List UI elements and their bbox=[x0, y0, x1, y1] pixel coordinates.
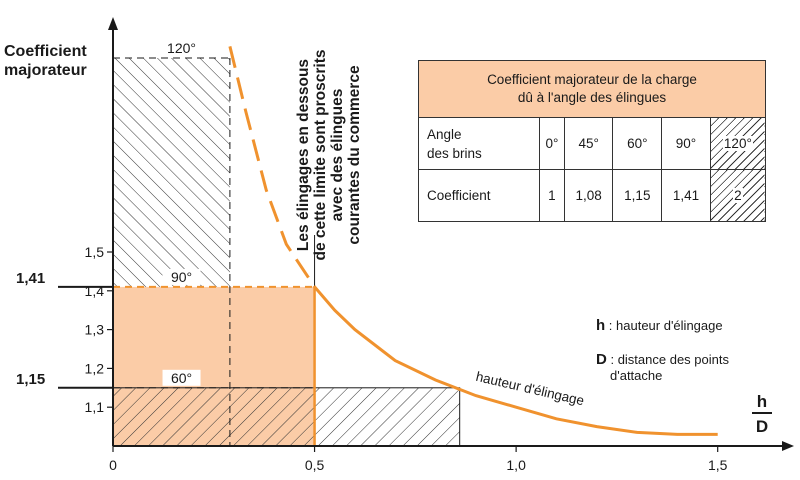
table-title-line-2: dû à l'angle des élingues bbox=[517, 90, 667, 105]
series-curve-solid bbox=[313, 285, 718, 436]
table-cell-coefficient: 1 bbox=[539, 169, 565, 222]
regions-layer bbox=[112, 58, 461, 447]
y-major-label: 1,41 bbox=[16, 270, 45, 287]
limit-annotation-line-1: Les élingages en dessous bbox=[295, 58, 312, 252]
y-tick-label: 1,1 bbox=[85, 399, 105, 415]
limit-annotation-line-4: courantes du commerce bbox=[346, 65, 363, 245]
x-axis-label-h: h bbox=[757, 392, 767, 411]
x-tick-label: 1,5 bbox=[708, 457, 728, 473]
axes bbox=[58, 17, 794, 452]
table-cell-coefficient: 1,41 bbox=[661, 169, 711, 222]
table-title: Coefficient majorateur de la charge dû à… bbox=[418, 60, 766, 118]
guide-lines bbox=[113, 57, 316, 446]
y-major-label: 1,15 bbox=[16, 371, 45, 388]
table-row-coefficient-label: Coefficient bbox=[418, 169, 540, 222]
table-title-line-1: Coefficient majorateur de la charge bbox=[487, 72, 697, 87]
y-tick-label: 1,5 bbox=[85, 244, 105, 260]
angle-label-bg bbox=[162, 268, 201, 285]
x-axis-arrow-icon bbox=[782, 441, 794, 451]
x-axis-label-d: D bbox=[756, 417, 768, 436]
limit-annotation: Les élingages en dessous de cette limite… bbox=[295, 35, 365, 275]
legend-d-key: D bbox=[596, 351, 607, 368]
legend-h: h : hauteur d'élingage bbox=[596, 318, 723, 334]
x-tick-label: 0,5 bbox=[305, 457, 325, 473]
region-60-hatch bbox=[113, 387, 460, 446]
table-cell-angle: 90° bbox=[661, 117, 711, 170]
table-cell-coefficient-hatched: 2 bbox=[709, 169, 767, 222]
limit-annotation-line-3: avec des élingues bbox=[329, 88, 346, 222]
angle-label: 90° bbox=[171, 269, 192, 285]
y-tick-label: 1,4 bbox=[85, 283, 105, 299]
table-row-angle-label-line-2: des brins bbox=[427, 145, 482, 161]
x-tick-label: 1,0 bbox=[506, 457, 526, 473]
table-cell-angle: 60° bbox=[612, 117, 663, 170]
legend-d-text-line-2: d'attache bbox=[610, 368, 663, 383]
curve-label: hauteur d'élingage bbox=[474, 369, 585, 409]
legend-d-text: : distance des points bbox=[610, 352, 729, 367]
table-cell-coefficient-2: 2 bbox=[733, 188, 743, 203]
y-axis-arrow-icon bbox=[108, 17, 118, 30]
angle-label-bg bbox=[162, 369, 201, 386]
table-cell-coefficient: 1,15 bbox=[612, 169, 663, 222]
angle-label: 120° bbox=[167, 40, 196, 56]
curve-layer bbox=[228, 46, 718, 436]
y-tick-label: 1,3 bbox=[85, 322, 105, 338]
coefficient-table: Coefficient majorateur de la charge dû à… bbox=[418, 60, 767, 222]
legend-h-key: h bbox=[596, 317, 606, 334]
table-cell-angle-hatched: 120° bbox=[709, 117, 767, 170]
limit-annotation-line-2: de cette limite sont proscrits bbox=[312, 49, 329, 261]
table-cell-angle-120: 120° bbox=[722, 136, 753, 151]
y-axis-label: Coefficient majorateur bbox=[4, 43, 87, 79]
x-tick-label: 0 bbox=[109, 457, 117, 473]
legend-h-text: : hauteur d'élingage bbox=[608, 318, 723, 333]
y-tick-label: 1,2 bbox=[85, 360, 105, 376]
table-cell-coefficient: 1,08 bbox=[563, 169, 614, 222]
table-row-angle-label-line-1: Angle bbox=[427, 126, 462, 142]
table-row-angle-label: Angle des brins bbox=[418, 117, 540, 170]
table-cell-angle: 45° bbox=[563, 117, 614, 170]
series-curve-dashed bbox=[228, 46, 316, 288]
angle-label-bg bbox=[162, 40, 201, 56]
angle-label: 60° bbox=[171, 370, 192, 386]
legend-d: D : distance des points d'attache bbox=[596, 352, 729, 384]
table-cell-angle: 0° bbox=[539, 117, 565, 170]
